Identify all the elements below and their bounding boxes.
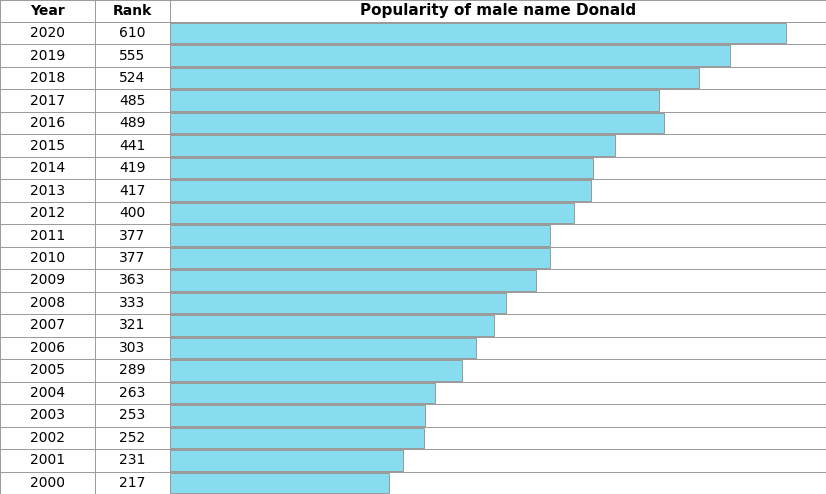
Text: 2019: 2019 — [30, 49, 65, 63]
Text: 2016: 2016 — [30, 116, 65, 130]
Text: 555: 555 — [120, 49, 145, 63]
Bar — [170, 158, 593, 178]
Text: 263: 263 — [119, 386, 145, 400]
Text: Year: Year — [30, 4, 65, 18]
Text: 2018: 2018 — [30, 71, 65, 85]
Text: 303: 303 — [120, 341, 145, 355]
Bar — [170, 428, 425, 448]
Text: 217: 217 — [119, 476, 145, 490]
Bar — [170, 90, 659, 111]
Text: 2011: 2011 — [30, 229, 65, 243]
Text: 289: 289 — [119, 364, 145, 377]
Text: 2010: 2010 — [30, 251, 65, 265]
Text: 2012: 2012 — [30, 206, 65, 220]
Text: 2013: 2013 — [30, 184, 65, 198]
Text: 419: 419 — [119, 161, 145, 175]
Bar — [170, 450, 403, 470]
Text: 524: 524 — [120, 71, 145, 85]
Text: 2020: 2020 — [30, 26, 65, 40]
Text: 610: 610 — [119, 26, 145, 40]
Text: 2015: 2015 — [30, 139, 65, 153]
Text: 2000: 2000 — [30, 476, 65, 490]
Bar — [170, 315, 494, 335]
Text: 2008: 2008 — [30, 296, 65, 310]
Text: 2006: 2006 — [30, 341, 65, 355]
Bar — [170, 248, 550, 268]
Text: 2017: 2017 — [30, 94, 65, 108]
Text: 377: 377 — [120, 229, 145, 243]
Bar — [170, 405, 425, 425]
Text: 417: 417 — [119, 184, 145, 198]
Bar — [170, 293, 506, 313]
Text: 2004: 2004 — [30, 386, 65, 400]
Bar — [170, 68, 699, 88]
Bar — [170, 383, 435, 403]
Text: 363: 363 — [119, 274, 145, 288]
Text: 441: 441 — [119, 139, 145, 153]
Text: 2007: 2007 — [30, 319, 65, 332]
Bar — [170, 45, 730, 66]
Text: 321: 321 — [119, 319, 145, 332]
Text: 253: 253 — [120, 409, 145, 422]
Text: 489: 489 — [119, 116, 145, 130]
Text: 400: 400 — [120, 206, 145, 220]
Text: 2014: 2014 — [30, 161, 65, 175]
Text: 377: 377 — [120, 251, 145, 265]
Bar — [170, 23, 786, 43]
Text: 2009: 2009 — [30, 274, 65, 288]
Bar — [170, 180, 591, 201]
Bar — [170, 270, 536, 290]
Bar — [170, 473, 389, 493]
Bar — [170, 135, 615, 156]
Text: Popularity of male name Donald: Popularity of male name Donald — [360, 3, 636, 18]
Text: Rank: Rank — [113, 4, 152, 18]
Bar — [170, 338, 476, 358]
Text: 231: 231 — [119, 453, 145, 467]
Text: 2003: 2003 — [30, 409, 65, 422]
Bar — [170, 203, 574, 223]
Text: 2002: 2002 — [30, 431, 65, 445]
Bar — [170, 360, 462, 380]
Text: 252: 252 — [120, 431, 145, 445]
Text: 485: 485 — [119, 94, 145, 108]
Text: 333: 333 — [120, 296, 145, 310]
Text: 2005: 2005 — [30, 364, 65, 377]
Bar — [170, 113, 663, 133]
Text: 2001: 2001 — [30, 453, 65, 467]
Bar — [170, 225, 550, 246]
